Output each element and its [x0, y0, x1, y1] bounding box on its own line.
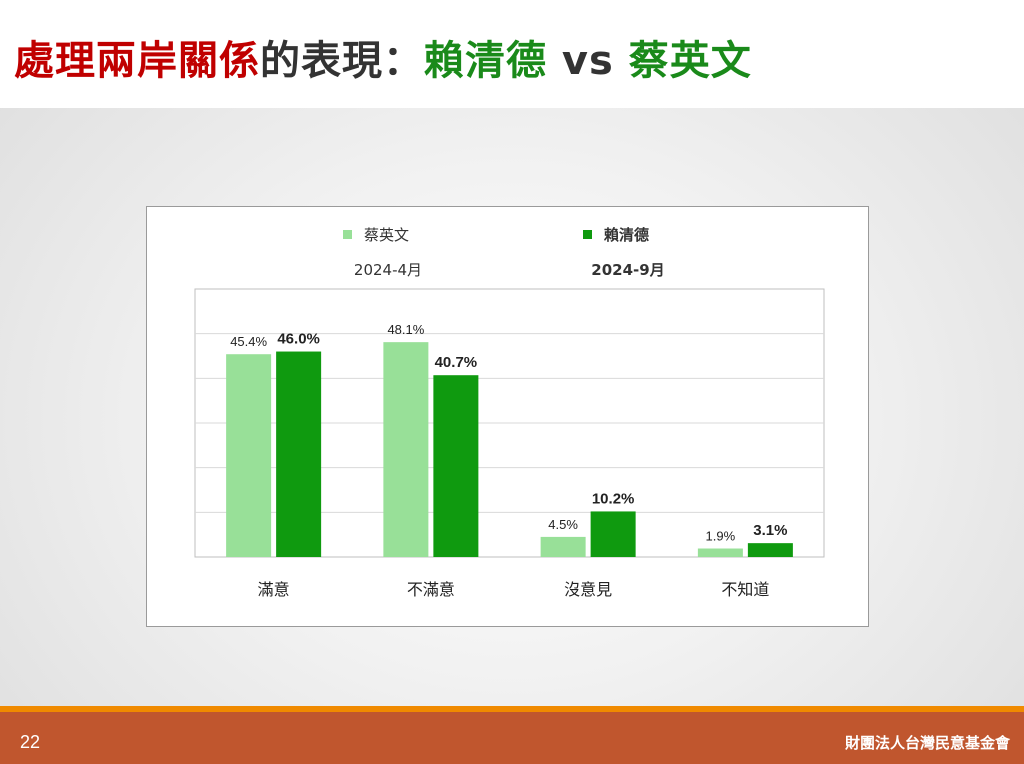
- title-part-tsai: 蔡英文: [628, 38, 752, 84]
- legend-period-1: 2024-4月: [354, 261, 422, 279]
- title-bar: 處理兩岸關係的表現：賴清德 vs 蔡英文: [0, 0, 1024, 108]
- title-part-topic: 處理兩岸關係: [14, 38, 260, 84]
- bar-1-1: [226, 354, 272, 557]
- bar-2-3: [590, 511, 636, 557]
- page-title: 處理兩岸關係的表現：賴清德 vs 蔡英文: [14, 28, 752, 86]
- bar-chart: 蔡英文 2024-4月 賴清德 2024-9月 45.4% 46.0% 滿意 48.1% 40.…: [194, 226, 825, 599]
- category-label-4: 不知道: [721, 580, 769, 599]
- footer-bar: 22 財團法人台灣民意基金會: [0, 712, 1024, 764]
- bar-1-4: [697, 548, 743, 557]
- data-label-1-1: 45.4%: [230, 334, 267, 349]
- footer-accent-line: [0, 706, 1024, 712]
- chart-frame: 蔡英文 2024-4月 賴清德 2024-9月 45.4% 46.0% 滿意 48.1% 40.…: [146, 206, 869, 627]
- data-label-1-3: 4.5%: [548, 517, 578, 532]
- category-label-1: 滿意: [258, 580, 290, 599]
- legend-swatch-2: [583, 230, 592, 239]
- title-part-vs: vs: [547, 38, 629, 84]
- legend-swatch-1: [343, 230, 352, 239]
- legend-label-1: 蔡英文: [364, 226, 409, 244]
- data-label-2-2: 40.7%: [435, 354, 478, 371]
- title-part-performance: 的表現：: [260, 38, 424, 84]
- title-part-lai: 賴清德: [424, 38, 547, 84]
- data-label-2-3: 10.2%: [592, 490, 635, 507]
- bar-2-4: [747, 543, 793, 557]
- page-number: 22: [20, 732, 41, 752]
- category-label-3: 沒意見: [564, 580, 612, 599]
- bar-1-2: [383, 342, 429, 557]
- category-label-2: 不滿意: [407, 580, 455, 599]
- data-label-1-4: 1.9%: [706, 529, 736, 544]
- data-label-1-2: 48.1%: [387, 322, 424, 337]
- data-label-2-1: 46.0%: [277, 331, 320, 348]
- organization-name: 財團法人台灣民意基金會: [844, 734, 1010, 752]
- bar-1-3: [540, 536, 586, 557]
- bar-2-1: [276, 351, 322, 557]
- legend-period-2: 2024-9月: [591, 261, 664, 279]
- bar-2-2: [433, 375, 479, 557]
- legend-label-2: 賴清德: [604, 226, 649, 244]
- data-label-2-4: 3.1%: [753, 522, 787, 539]
